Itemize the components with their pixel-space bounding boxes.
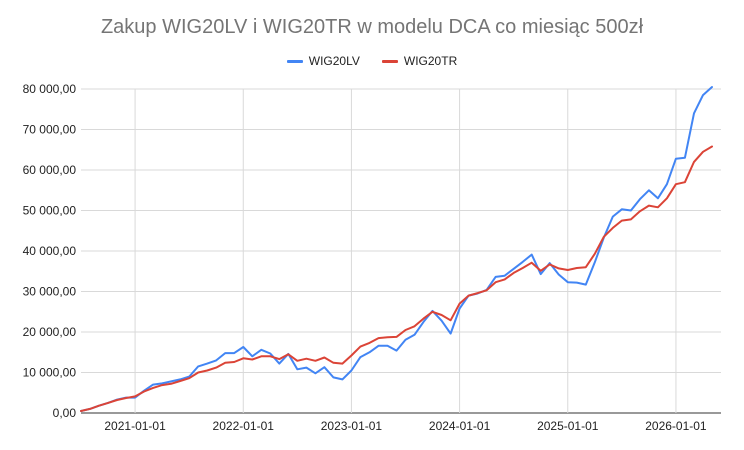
legend-item-wig20tr[interactable]: WIG20TR bbox=[381, 54, 458, 68]
y-tick-label: 10 000,00 bbox=[23, 366, 77, 380]
legend-item-wig20lv[interactable]: WIG20LV bbox=[286, 54, 360, 68]
legend-label-wig20lv: WIG20LV bbox=[308, 54, 360, 68]
y-tick-label: 40 000,00 bbox=[23, 244, 77, 258]
y-tick-label: 70 000,00 bbox=[23, 123, 77, 137]
y-tick-label: 20 000,00 bbox=[23, 325, 77, 339]
x-tick-label: 2025-01-01 bbox=[537, 419, 599, 433]
series-line-wig20tr bbox=[80, 145, 713, 412]
y-tick-label: 0,00 bbox=[53, 406, 77, 420]
legend-label-wig20tr: WIG20TR bbox=[403, 54, 458, 68]
y-tick-label: 50 000,00 bbox=[23, 204, 77, 218]
legend-swatch-wig20lv bbox=[286, 59, 303, 63]
y-tick-label: 80 000,00 bbox=[23, 82, 77, 96]
y-tick-label: 60 000,00 bbox=[23, 163, 77, 177]
x-tick-label: 2024-01-01 bbox=[429, 419, 491, 433]
chart-title: Zakup WIG20LV i WIG20TR w modelu DCA co … bbox=[100, 16, 644, 38]
legend-swatch-wig20tr bbox=[381, 59, 398, 63]
y-tick-label: 30 000,00 bbox=[23, 285, 77, 299]
x-tick-label: 2026-01-01 bbox=[645, 419, 707, 433]
x-tick-label: 2023-01-01 bbox=[321, 419, 383, 433]
x-tick-label: 2021-01-01 bbox=[104, 419, 166, 433]
series-line-wig20lv bbox=[80, 86, 713, 412]
x-tick-label: 2022-01-01 bbox=[213, 419, 275, 433]
legend: WIG20LV WIG20TR bbox=[0, 54, 744, 68]
